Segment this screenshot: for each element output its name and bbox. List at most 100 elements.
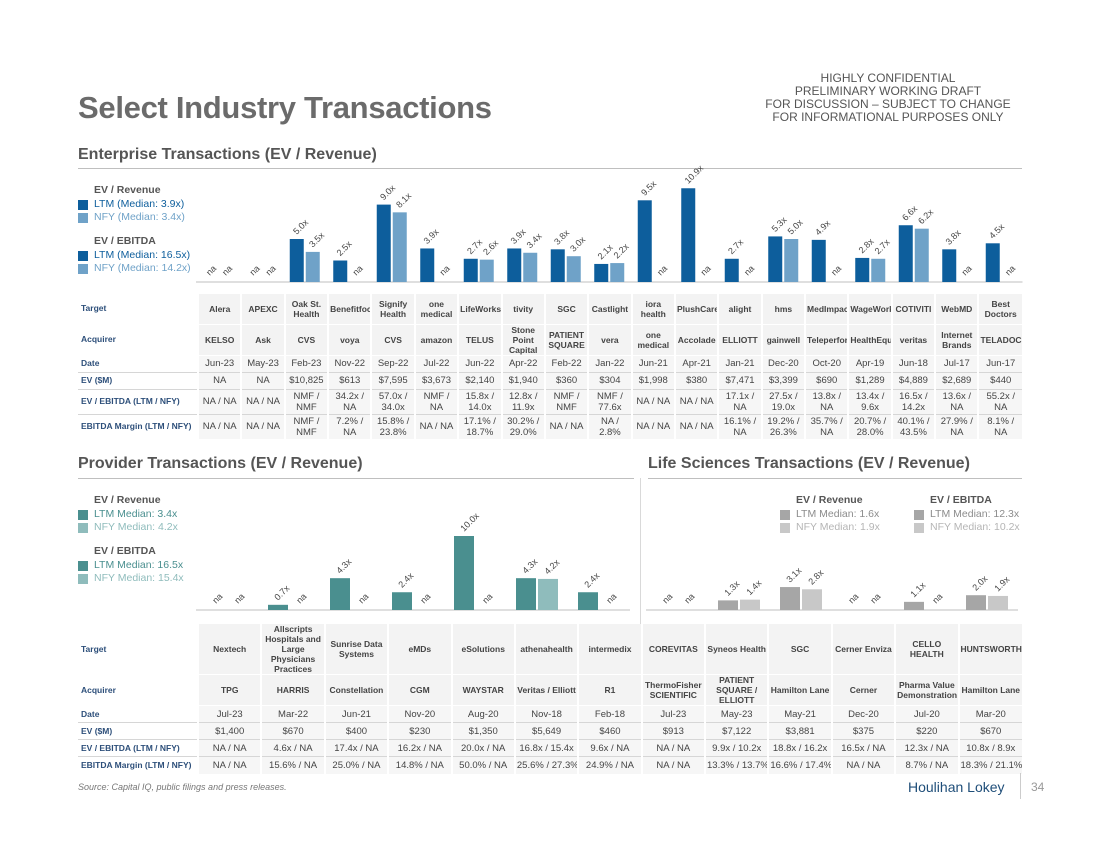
margin-cell: 16.6% / 17.4% xyxy=(767,756,832,774)
life-sciences-divider xyxy=(648,478,1022,479)
data-label: 3.4x xyxy=(525,231,544,250)
ev-ebitda-cell: NA / NA xyxy=(197,388,242,414)
provider-section-title: Provider Transactions (EV / Revenue) xyxy=(78,455,363,472)
bar-ltm xyxy=(454,536,474,610)
legend-item-nfy: NFY Median: 4.2x xyxy=(78,521,184,534)
ev-cell: $304 xyxy=(587,371,632,389)
legend-item-ltm: LTM (Median: 3.9x) xyxy=(78,198,191,211)
ev-cell: $4,889 xyxy=(890,371,936,389)
acquirer-logo: WAYSTAR xyxy=(450,674,515,706)
data-label: 4.5x xyxy=(987,221,1006,240)
ev-ebitda-cell: 16.5x / NA xyxy=(830,739,896,757)
target-logo: Signify Health xyxy=(370,294,415,325)
date-cell: Jul-23 xyxy=(640,705,706,723)
target-logo: Castlight xyxy=(587,294,632,325)
date-cell: Oct-20 xyxy=(804,354,849,372)
row-header: Date xyxy=(78,354,199,372)
margin-cell: NA / NA xyxy=(197,756,262,774)
data-label: 1.4x xyxy=(744,578,763,597)
margin-cell: 27.9% / NA xyxy=(934,413,979,439)
data-label: 1.1x xyxy=(908,580,927,599)
margin-cell: 30.2% / 29.0% xyxy=(500,413,545,439)
legend-swatch xyxy=(780,509,790,520)
ev-cell: $1,400 xyxy=(197,722,262,740)
margin-cell: 13.3% / 13.7% xyxy=(704,756,769,774)
legend-swatch xyxy=(78,522,88,533)
margin-cell: NA / NA xyxy=(640,756,706,774)
ev-ebitda-cell: 55.2x / NA xyxy=(977,388,1022,414)
ev-cell: $3,673 xyxy=(413,371,459,389)
ev-cell: $2,689 xyxy=(934,371,979,389)
margin-cell: NA / 2.8% xyxy=(587,413,632,439)
enterprise-table: Target Alera APEXC Oak St. Health Benefitfoc… xyxy=(78,294,1022,439)
data-label: na xyxy=(220,263,234,277)
bar-nfy xyxy=(610,263,625,282)
target-logo: Benefitfocus xyxy=(327,294,372,325)
acquirer-logo: one medical xyxy=(630,324,675,356)
ev-cell: $10,825 xyxy=(283,371,329,389)
legend-swatch xyxy=(78,560,88,571)
data-label: na xyxy=(960,263,974,277)
bar-ltm xyxy=(768,236,783,282)
data-label: na xyxy=(294,591,308,605)
data-label: 5.0x xyxy=(786,217,805,236)
target-logo: Allscripts Hospitals and Large Physician… xyxy=(260,624,325,675)
data-label: 3.8x xyxy=(552,227,571,246)
target-logo: eSolutions xyxy=(450,624,515,675)
bar-ltm xyxy=(780,587,800,610)
source-note: Source: Capital IQ, public filings and p… xyxy=(78,782,287,792)
legend-item-ltm: LTM Median: 1.6x xyxy=(780,508,880,521)
data-label: na xyxy=(868,591,882,605)
data-label: na xyxy=(351,263,365,277)
target-logo: HUNTSWORTH xyxy=(957,624,1022,675)
data-label: na xyxy=(930,591,944,605)
ev-cell: NA xyxy=(197,371,242,389)
margin-cell: NA / NA xyxy=(630,413,675,439)
target-logo: tivity xyxy=(500,294,545,325)
data-label: 5.0x xyxy=(291,217,310,236)
date-cell: Aug-20 xyxy=(450,705,515,723)
margin-cell: 25.6% / 27.3% xyxy=(513,756,579,774)
date-cell: Dec-20 xyxy=(760,354,806,372)
bar-nfy xyxy=(914,228,929,282)
margin-cell: 7.2% / NA xyxy=(327,413,372,439)
date-cell: Feb-18 xyxy=(577,705,642,723)
enterprise-section-title: Enterprise Transactions (EV / Revenue) xyxy=(78,146,377,163)
data-label: 3.1x xyxy=(784,565,803,584)
ev-ebitda-cell: 16.5x / 14.2x xyxy=(890,388,936,414)
row-header: EV / EBITDA (LTM / NFY) xyxy=(78,388,199,414)
ev-cell: $1,998 xyxy=(630,371,675,389)
row-header: Target xyxy=(78,624,199,675)
bar-nfy xyxy=(802,589,822,610)
acquirer-logo: Veritas / Elliott xyxy=(513,674,579,706)
life-sciences-section-title: Life Sciences Transactions (EV / Revenue… xyxy=(648,455,970,472)
acquirer-logo: KELSO xyxy=(197,324,242,356)
bar-ltm xyxy=(724,258,739,282)
ev-ebitda-cell: 13.4x / 9.6x xyxy=(847,388,892,414)
legend-item-ltm: LTM Median: 16.5x xyxy=(78,559,184,572)
ev-cell: $1,289 xyxy=(847,371,892,389)
ev-ebitda-cell: 18.8x / 16.2x xyxy=(767,739,832,757)
provider-divider xyxy=(78,478,634,479)
acquirer-logo: gainwell xyxy=(760,324,806,356)
target-logo: Nextech xyxy=(197,624,262,675)
enterprise-divider xyxy=(78,168,1022,169)
date-cell: Apr-19 xyxy=(847,354,892,372)
acquirer-logo: CVS xyxy=(283,324,329,356)
bar-nfy xyxy=(740,599,760,610)
legend-label: NFY Median: 1.9x xyxy=(796,521,880,533)
date-cell: Jun-21 xyxy=(323,705,389,723)
data-label: na xyxy=(480,591,494,605)
bar-ltm xyxy=(898,225,913,282)
target-logo: eMDs xyxy=(387,624,452,675)
ev-cell: $670 xyxy=(957,722,1022,740)
section-separator xyxy=(640,478,641,763)
margin-cell: NA / NA xyxy=(413,413,459,439)
legend-swatch xyxy=(78,263,88,274)
acquirer-logo: Hamilton Lane xyxy=(767,674,832,706)
date-cell: Nov-22 xyxy=(327,354,372,372)
ev-ebitda-cell: NA / NA xyxy=(630,388,675,414)
acquirer-logo: PATIENT SQUARE xyxy=(543,324,589,356)
data-label: na xyxy=(418,591,432,605)
